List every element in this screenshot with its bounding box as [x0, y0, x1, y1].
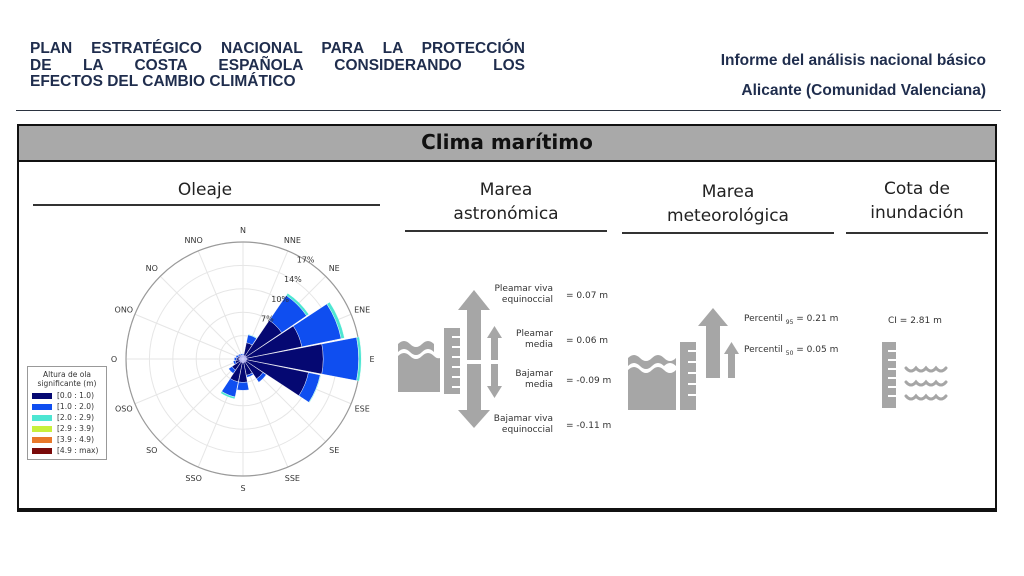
- rose-bar-se: [256, 372, 267, 383]
- meteorological-tide-icon: [628, 308, 739, 410]
- rose-bar-e: [356, 336, 362, 382]
- legend-swatch: [32, 414, 52, 421]
- radial-tick-label: 14%: [284, 275, 302, 284]
- direction-label: OSO: [115, 404, 133, 413]
- panel-title: Clima marítimo: [19, 126, 995, 162]
- tide-label-bajamar-viva: Bajamar viva equinoccial: [493, 414, 553, 435]
- header-title-line-1: PLAN ESTRATÉGICO NACIONAL PARA LA PROTEC…: [30, 40, 525, 57]
- legend-label: [2.0 : 2.9): [57, 413, 95, 422]
- flood-level-icon: [882, 342, 948, 408]
- document-header-title: PLAN ESTRATÉGICO NACIONAL PARA LA PROTEC…: [30, 40, 525, 91]
- radial-tick-label: 17%: [297, 256, 315, 265]
- tide-value-pleamar-viva: = 0.07 m: [566, 291, 609, 301]
- header-title-line-2: DE LA COSTA ESPAÑOLA CONSIDERANDO LOS: [30, 56, 525, 74]
- direction-label: O: [111, 355, 117, 364]
- direction-label: SE: [329, 446, 339, 455]
- section-title-oleaje: Oleaje: [177, 180, 233, 200]
- legend-label: [2.9 : 3.9): [57, 424, 95, 433]
- legend-item: [0.0 : 1.0): [32, 390, 102, 401]
- direction-label: ONO: [115, 306, 134, 315]
- direction-label: N: [240, 226, 246, 235]
- section-title-marea-astronomica: Marea astronómica: [405, 178, 607, 226]
- rose-labels: N NNE NE ENE E ESE SE SSE S SSO SO OSO O ONO NO NNO 7% 10…: [111, 226, 375, 493]
- legend-label: [0.0 : 1.0): [57, 391, 95, 400]
- section-title-line: Marea: [479, 180, 533, 200]
- header-title-line-3: EFECTOS DEL CAMBIO CLIMÁTICO: [30, 73, 296, 90]
- tide-label-pleamar-viva: Pleamar viva equinoccial: [494, 284, 554, 305]
- legend-item: [3.9 : 4.9): [32, 434, 102, 445]
- tide-value-bajamar-media: = -0.09 m: [566, 376, 612, 386]
- rose-legend: Altura de ola significante (m) [0.0 : 1.…: [27, 366, 107, 460]
- rose-bar-ene: [326, 301, 345, 339]
- rose-bar-ese: [308, 374, 322, 403]
- section-title-line: inundación: [870, 203, 964, 223]
- rose-bar-no: [237, 353, 241, 357]
- legend-title: Altura de ola significante (m): [37, 370, 97, 388]
- rose-bar-nno: [239, 353, 243, 356]
- section-title-line: meteorológica: [667, 206, 789, 226]
- direction-label: NNE: [284, 236, 301, 245]
- astronomical-tide-icon: [398, 290, 502, 428]
- location-title: Alicante (Comunidad Valenciana): [741, 82, 986, 99]
- legend-item: [2.9 : 3.9): [32, 423, 102, 434]
- legend-item: [4.9 : max): [32, 445, 102, 456]
- rose-bar-s: [236, 381, 250, 391]
- flood-level-value: CI = 2.81 m: [888, 316, 942, 326]
- legend-label: [3.9 : 4.9): [57, 435, 95, 444]
- rose-bar-so: [228, 366, 236, 374]
- direction-label: ESE: [355, 404, 370, 413]
- legend-label: [1.0 : 2.0): [57, 402, 95, 411]
- direction-label: S: [240, 484, 245, 493]
- header-divider: [16, 110, 1001, 111]
- direction-label: SO: [146, 446, 157, 455]
- rose-bar-o: [234, 357, 237, 361]
- legend-swatch: [32, 447, 52, 454]
- direction-label: E: [369, 355, 374, 364]
- document-header-info: Informe del análisis nacional básico Ali…: [721, 52, 986, 112]
- meteo-percentile-50: Percentil 50 = 0.05 m: [744, 345, 839, 357]
- tide-label-bajamar-media: Bajamar media: [515, 369, 553, 390]
- rose-bar-sso: [220, 391, 236, 400]
- rose-bar-sse: [246, 372, 254, 378]
- radial-tick-label: 10%: [271, 295, 289, 304]
- section-rule-marea-astronomica: [405, 230, 607, 232]
- section-title-line: Marea: [701, 182, 755, 202]
- rose-bars: [220, 292, 362, 403]
- rose-bar-ne: [285, 292, 310, 317]
- legend-swatch: [32, 392, 52, 399]
- legend-label: [4.9 : max): [57, 446, 99, 455]
- section-rule-marea-meteorologica: [622, 232, 834, 234]
- legend-swatch: [32, 403, 52, 410]
- rose-bar-oso: [232, 360, 237, 365]
- section-title-line: Cota de: [883, 179, 950, 199]
- direction-label: NNO: [185, 236, 203, 245]
- legend-item: [2.0 : 2.9): [32, 412, 102, 423]
- direction-label: SSE: [285, 474, 300, 483]
- tide-label-pleamar-media: Pleamar media: [516, 329, 553, 350]
- tide-value-pleamar-media: = 0.06 m: [566, 336, 609, 346]
- tide-value-bajamar-viva: = -0.11 m: [566, 421, 612, 431]
- section-title-marea-meteorologica: Marea meteorológica: [622, 180, 834, 228]
- direction-label: NE: [329, 264, 340, 273]
- legend-swatch: [32, 436, 52, 443]
- legend-swatch: [32, 425, 52, 432]
- legend-item: [1.0 : 2.0): [32, 401, 102, 412]
- direction-label: SSO: [185, 474, 201, 483]
- section-title-line: astronómica: [453, 204, 559, 224]
- section-rule-oleaje: [33, 204, 380, 206]
- radial-tick-label: 7%: [261, 314, 274, 323]
- direction-label: NO: [146, 264, 158, 273]
- section-rule-cota-inundacion: [846, 232, 988, 234]
- maritime-climate-panel: Clima marítimo: [17, 124, 997, 512]
- report-title: Informe del análisis nacional básico: [720, 52, 986, 69]
- rose-bar-nne: [247, 333, 258, 339]
- rose-bar-e: [321, 337, 359, 381]
- section-title-cota-inundacion: Cota de inundación: [846, 177, 988, 225]
- direction-label: ENE: [354, 306, 370, 315]
- meteo-percentile-95: Percentil 95 = 0.21 m: [744, 314, 839, 326]
